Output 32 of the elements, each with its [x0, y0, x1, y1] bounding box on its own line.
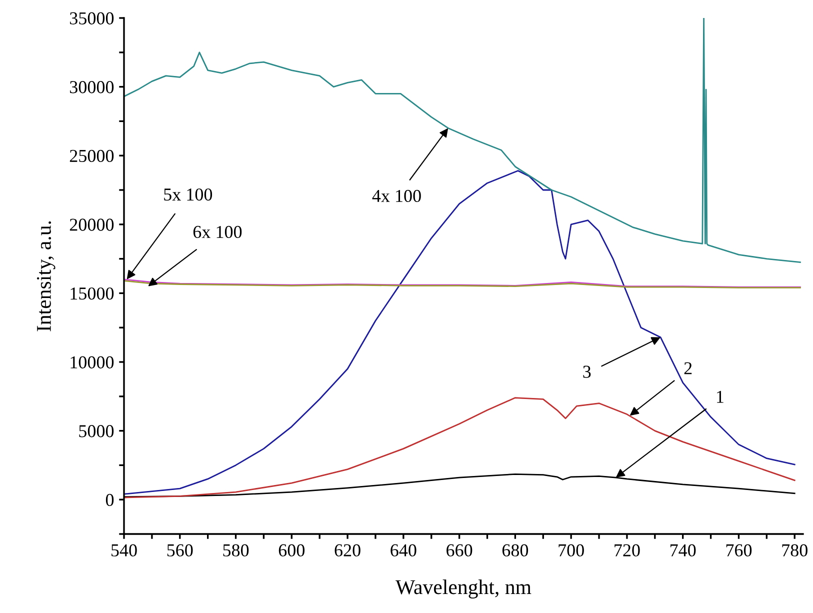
- y-tick-label: 30000: [70, 81, 114, 94]
- line-series: [124, 170, 796, 495]
- x-tick-label: 540: [112, 544, 137, 556]
- x-tick-label: 580: [223, 544, 249, 556]
- x-axis-title: Wavelenght, nm: [396, 580, 532, 598]
- annotation: 4x 100: [372, 190, 421, 202]
- x-tick-label: 660: [446, 544, 472, 556]
- y-axis-title: Intensity, a.u.: [36, 221, 56, 332]
- x-tick-label: 760: [726, 544, 752, 556]
- line-series: [124, 278, 801, 288]
- y-tick-label: 35000: [70, 12, 114, 24]
- y-tick-label: 10000: [70, 356, 114, 368]
- x-tick-label: 720: [614, 544, 640, 556]
- annotation: 1: [717, 390, 724, 403]
- x-tick-label: 620: [334, 544, 360, 556]
- x-tick-label: 640: [390, 544, 416, 556]
- annotation: 6x 100: [193, 226, 242, 238]
- y-tick-label: 15000: [70, 287, 114, 300]
- y-tick-label: 20000: [70, 218, 114, 231]
- line-series: [124, 18, 801, 263]
- y-tick-label: 5000: [79, 425, 114, 438]
- x-tick-label: 700: [558, 544, 584, 556]
- annotation: 2: [684, 362, 692, 374]
- annotation: 3: [583, 366, 591, 378]
- y-tick-label: 25000: [70, 150, 114, 162]
- y-tick-label: 0: [106, 494, 114, 506]
- x-tick-label: 780: [782, 544, 808, 556]
- x-tick-label: 560: [167, 544, 193, 556]
- x-tick-label: 740: [670, 544, 696, 556]
- x-tick-label: 600: [278, 544, 305, 556]
- x-tick-label: 680: [502, 544, 528, 556]
- annotation: 5x 100: [164, 188, 212, 201]
